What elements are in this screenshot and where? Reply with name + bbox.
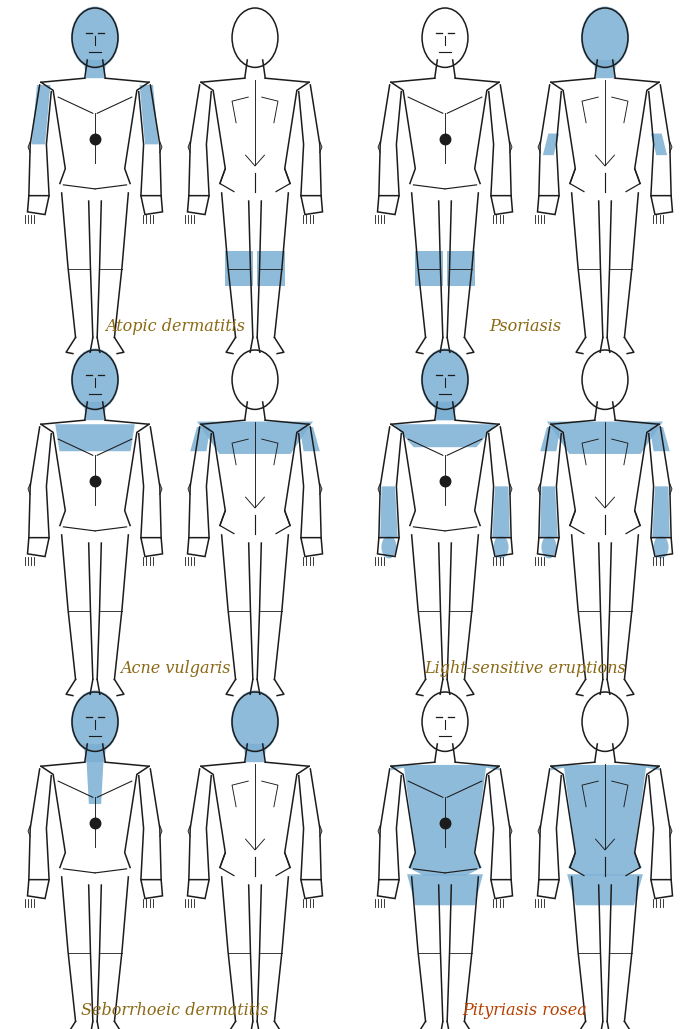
Polygon shape (540, 427, 561, 452)
Ellipse shape (71, 690, 119, 753)
Text: Acne vulgaris: Acne vulgaris (120, 660, 230, 677)
Ellipse shape (71, 349, 119, 411)
Polygon shape (32, 85, 50, 144)
Polygon shape (244, 744, 266, 762)
Polygon shape (225, 251, 253, 286)
Text: Pityriasis rosea: Pityriasis rosea (463, 1002, 587, 1019)
Polygon shape (650, 427, 670, 452)
Polygon shape (492, 487, 510, 537)
Polygon shape (380, 487, 398, 537)
Text: Light-sensitive eruptions: Light-sensitive eruptions (424, 660, 626, 677)
Polygon shape (543, 134, 559, 155)
Polygon shape (55, 424, 135, 452)
Polygon shape (84, 60, 106, 78)
Ellipse shape (494, 536, 509, 559)
Polygon shape (447, 251, 475, 286)
Polygon shape (84, 744, 106, 762)
Polygon shape (407, 875, 483, 906)
Ellipse shape (541, 536, 556, 559)
Polygon shape (190, 427, 211, 452)
Polygon shape (197, 422, 313, 454)
Polygon shape (257, 251, 285, 286)
Polygon shape (547, 422, 663, 454)
Polygon shape (651, 134, 667, 155)
Polygon shape (567, 875, 643, 906)
Polygon shape (391, 765, 499, 876)
Ellipse shape (654, 536, 668, 559)
Ellipse shape (71, 6, 119, 69)
Polygon shape (84, 402, 106, 420)
Polygon shape (139, 85, 158, 144)
Text: Atopic dermatitis: Atopic dermatitis (105, 318, 245, 335)
Polygon shape (594, 60, 616, 78)
Polygon shape (393, 424, 496, 448)
Polygon shape (434, 402, 456, 420)
Polygon shape (86, 747, 104, 804)
Text: Seborrhoeic dermatitis: Seborrhoeic dermatitis (81, 1002, 269, 1019)
Polygon shape (300, 427, 320, 452)
Polygon shape (435, 402, 455, 420)
Text: Psoriasis: Psoriasis (489, 318, 561, 335)
Ellipse shape (581, 6, 629, 69)
Ellipse shape (382, 536, 396, 559)
Polygon shape (652, 487, 670, 537)
Polygon shape (540, 487, 558, 537)
Polygon shape (551, 765, 659, 876)
Ellipse shape (421, 349, 469, 411)
Ellipse shape (231, 690, 279, 753)
Polygon shape (415, 251, 443, 286)
